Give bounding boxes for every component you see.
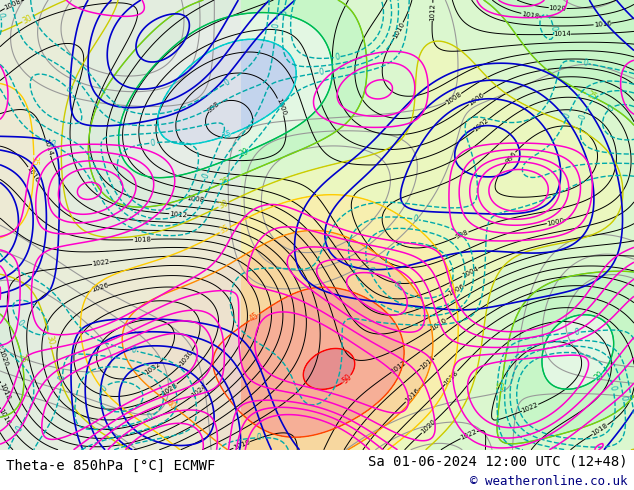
Text: Theta-e 850hPa [°C] ECMWF: Theta-e 850hPa [°C] ECMWF — [6, 459, 216, 473]
Text: 0: 0 — [99, 383, 109, 393]
Text: 1014: 1014 — [418, 354, 436, 370]
Text: 0: 0 — [334, 52, 340, 62]
Text: 0: 0 — [63, 84, 73, 94]
Text: 0: 0 — [279, 9, 289, 15]
Text: 1000: 1000 — [546, 217, 565, 226]
Text: 1022: 1022 — [459, 429, 478, 441]
Text: 1014: 1014 — [42, 138, 53, 157]
Text: 15: 15 — [221, 129, 233, 141]
Text: 50: 50 — [340, 372, 354, 386]
Text: 1012: 1012 — [429, 2, 436, 21]
Text: 0: 0 — [223, 77, 231, 88]
Text: 0: 0 — [606, 103, 615, 113]
Text: 30: 30 — [217, 198, 230, 211]
Text: 0: 0 — [619, 395, 628, 401]
Text: 1010: 1010 — [232, 439, 251, 451]
Text: 1006: 1006 — [448, 283, 466, 297]
Text: 1030: 1030 — [179, 349, 195, 367]
Text: 0: 0 — [0, 12, 6, 18]
Text: 1016: 1016 — [0, 407, 11, 426]
Text: 30: 30 — [21, 13, 34, 25]
Text: 45: 45 — [248, 311, 261, 323]
Text: 998: 998 — [207, 100, 221, 113]
Text: 0: 0 — [365, 266, 375, 273]
Text: 0: 0 — [582, 58, 588, 68]
Text: 996: 996 — [505, 150, 517, 165]
Text: 1016: 1016 — [404, 387, 421, 404]
Text: 1022: 1022 — [521, 402, 540, 414]
Text: 25: 25 — [219, 176, 231, 188]
Text: 1016: 1016 — [593, 20, 612, 28]
Text: 20: 20 — [593, 369, 605, 383]
Text: 1006: 1006 — [467, 92, 485, 107]
Text: 0: 0 — [58, 375, 67, 381]
Text: 25: 25 — [16, 352, 27, 364]
Text: 1026: 1026 — [90, 282, 109, 294]
Text: 1002: 1002 — [472, 117, 490, 133]
Text: 1032: 1032 — [143, 361, 161, 376]
Text: Sa 01-06-2024 12:00 UTC (12+48): Sa 01-06-2024 12:00 UTC (12+48) — [368, 454, 628, 468]
Text: 0: 0 — [130, 345, 137, 355]
Text: 1004: 1004 — [461, 266, 479, 279]
Text: 1022: 1022 — [92, 259, 110, 268]
Text: 1018: 1018 — [521, 11, 540, 20]
Text: 1010: 1010 — [430, 317, 448, 332]
Text: 0: 0 — [574, 328, 579, 337]
Text: 1008: 1008 — [3, 0, 22, 11]
Text: 1024: 1024 — [191, 383, 208, 398]
Text: © weatheronline.co.uk: © weatheronline.co.uk — [470, 475, 628, 489]
Text: 1028: 1028 — [160, 382, 179, 396]
Text: 0: 0 — [319, 67, 325, 77]
Text: 25: 25 — [496, 380, 507, 391]
Text: 0: 0 — [15, 318, 25, 328]
Text: 35: 35 — [29, 156, 39, 166]
Text: 1018: 1018 — [591, 422, 609, 437]
Text: 1018: 1018 — [133, 236, 151, 243]
Text: 1008: 1008 — [444, 91, 463, 106]
Text: 1020: 1020 — [420, 418, 437, 435]
Text: 0: 0 — [629, 408, 634, 414]
Text: 0: 0 — [271, 23, 281, 28]
Text: 0: 0 — [391, 279, 401, 289]
Text: 1008: 1008 — [186, 195, 204, 203]
Text: 20: 20 — [238, 147, 250, 159]
Text: 0: 0 — [548, 25, 558, 31]
Text: 0: 0 — [48, 139, 56, 149]
Text: 1016: 1016 — [25, 165, 41, 184]
Text: 40: 40 — [164, 398, 178, 411]
Text: 0: 0 — [150, 138, 155, 147]
Text: 998: 998 — [455, 229, 470, 240]
Text: 1012: 1012 — [169, 211, 187, 218]
Text: 1000: 1000 — [275, 98, 287, 116]
Text: 35: 35 — [218, 223, 231, 236]
Text: 0: 0 — [14, 424, 24, 433]
Text: 1020: 1020 — [0, 348, 9, 368]
Text: 0: 0 — [413, 215, 418, 224]
Text: 30: 30 — [44, 334, 55, 346]
Text: 1018: 1018 — [443, 369, 460, 386]
Text: 0: 0 — [608, 385, 618, 392]
Text: 0: 0 — [256, 433, 261, 442]
Text: 25: 25 — [585, 90, 598, 102]
Text: 1014: 1014 — [553, 31, 571, 37]
Text: 1020: 1020 — [548, 5, 567, 12]
Text: 1018: 1018 — [0, 382, 11, 401]
Text: 0: 0 — [562, 112, 573, 120]
Text: 1012: 1012 — [390, 360, 408, 375]
Text: 0: 0 — [201, 172, 211, 180]
Text: 0: 0 — [578, 113, 588, 121]
Text: 1010: 1010 — [392, 21, 406, 40]
Text: 0: 0 — [146, 412, 155, 422]
